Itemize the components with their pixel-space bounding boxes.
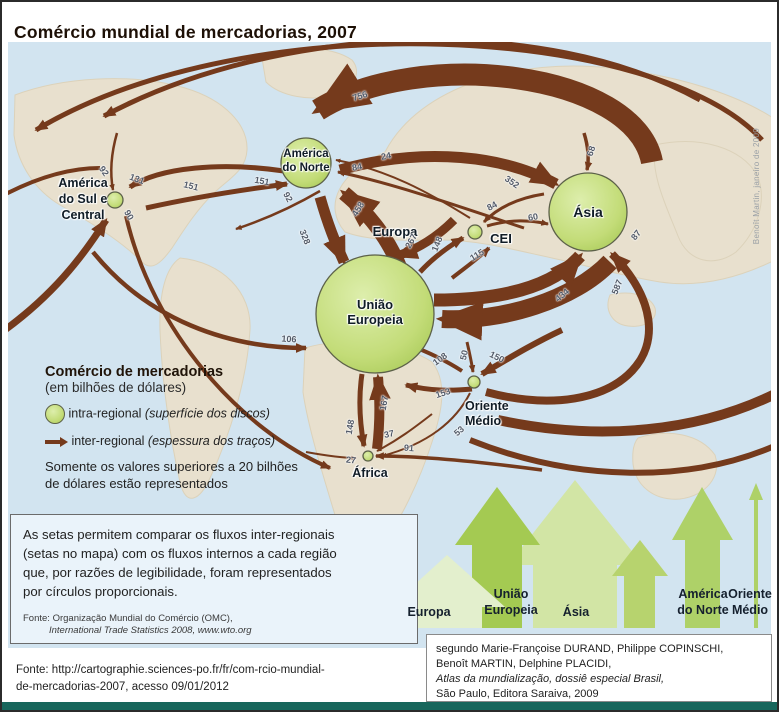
attribution-line: Benoît MARTIN, Delphine PLACIDI, [436,658,612,670]
region-circle-uniao-europeia [315,254,435,374]
attribution-line: segundo Marie-Françoise DURAND, Philippe… [436,643,724,655]
flow-arrow [582,132,593,172]
flow-arrow [124,215,332,470]
flow-arrow [374,452,543,472]
flow-arrow [8,166,101,196]
flow-arrow [314,195,350,266]
attribution-box: segundo Marie-Françoise DURAND, Philippe… [426,634,772,702]
flow-arrow [486,219,550,228]
page-title: Comércio mundial de mercadorias, 2007 [14,21,357,42]
note-box: As setas permitem comparar os fluxos int… [10,514,418,644]
flow-arrow [369,373,391,450]
region-circle-cei [467,224,483,240]
chart-arrow-europa [390,555,505,628]
flow-arrow [433,251,585,307]
chart-arrow-extra [612,540,668,628]
flow-arrow [336,170,525,230]
region-circles [106,137,628,462]
note-paragraph: As setas permitem comparar os fluxos int… [23,527,337,599]
continent-australia [632,432,717,500]
region-circle-oriente-medio [467,375,481,389]
attribution-line: Atlas da mundialização, dossiê especial … [436,673,665,685]
attribution-line: São Paulo, Editora Saraiva, 2009 [436,688,599,700]
flow-arrow [394,216,458,261]
flow-arrow [376,413,433,452]
flow-arrow [404,382,473,393]
flow-arrow [109,132,119,191]
chart-arrow-asia [508,480,643,628]
flow-arrow [235,189,321,231]
flow-arrow [450,246,491,280]
region-circle-america-sul [106,191,124,209]
note-source: Fonte: Organização Mundial do Comércio (… [23,613,252,636]
region-circle-asia [548,172,628,252]
flow-arrow [338,151,560,189]
flow-arrow [496,390,771,437]
region-circle-africa [362,450,374,462]
flow-arrow [484,251,653,405]
flow-arrow [482,192,545,224]
flow-arrow [465,341,476,374]
flow-arrow [8,217,109,332]
flow-arrow [418,235,465,274]
intra-comparison-arrows [390,480,763,628]
source-url: Fonte: http://cartographie.sciences-po.f… [16,664,325,693]
chart-arrow-oriente-medio [754,497,758,628]
flow-arrow [435,255,617,341]
flow-arrow [128,164,285,190]
flow-arrow [311,63,663,165]
flow-arrow [381,392,471,457]
chart-arrow-oriente-medio-head [749,483,763,500]
flow-arrow [91,250,308,353]
flow-arrow [305,451,357,461]
continent-south-america [159,257,251,499]
flow-arrow [480,327,564,377]
flow-arrow [356,373,368,448]
bottom-accent-bar [2,702,777,710]
continent-east-asia [653,141,762,262]
flow-arrow [335,158,471,219]
chart-arrow-america-norte [672,487,733,628]
map-canvas [8,42,771,628]
flow-arrow [468,437,771,476]
flow-arrow [34,42,764,142]
map-author-credit: Benoît Martin, janeiro de 2009 [752,128,761,245]
flow-arrow [145,180,289,211]
region-circle-america-norte [280,137,332,189]
